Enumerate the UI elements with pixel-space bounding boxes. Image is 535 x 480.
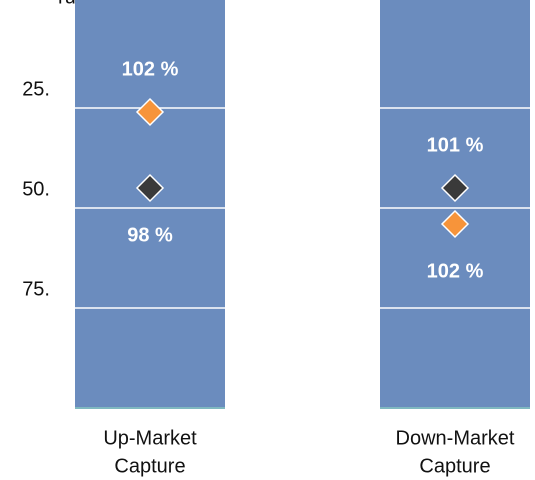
column — [75, 0, 225, 408]
y-tick-label: 75. — [22, 278, 50, 300]
x-tick-label: Up-Market — [103, 427, 197, 449]
diamond-marker — [440, 209, 470, 239]
x-tick-label: Down-Market — [396, 427, 515, 449]
diamond-marker — [440, 173, 470, 203]
column — [380, 0, 530, 408]
diamond-marker — [135, 173, 165, 203]
y-tick-label: 50. — [22, 178, 50, 200]
data-label: 102 % — [427, 260, 484, 282]
diamond-marker — [135, 97, 165, 127]
data-label: 102 % — [122, 58, 179, 80]
data-label: 98 % — [127, 224, 173, 246]
x-tick-label: Capture — [419, 455, 490, 477]
x-tick-label: Capture — [114, 455, 185, 477]
data-label: 101 % — [427, 134, 484, 156]
y-tick-label: 25. — [22, 78, 50, 100]
